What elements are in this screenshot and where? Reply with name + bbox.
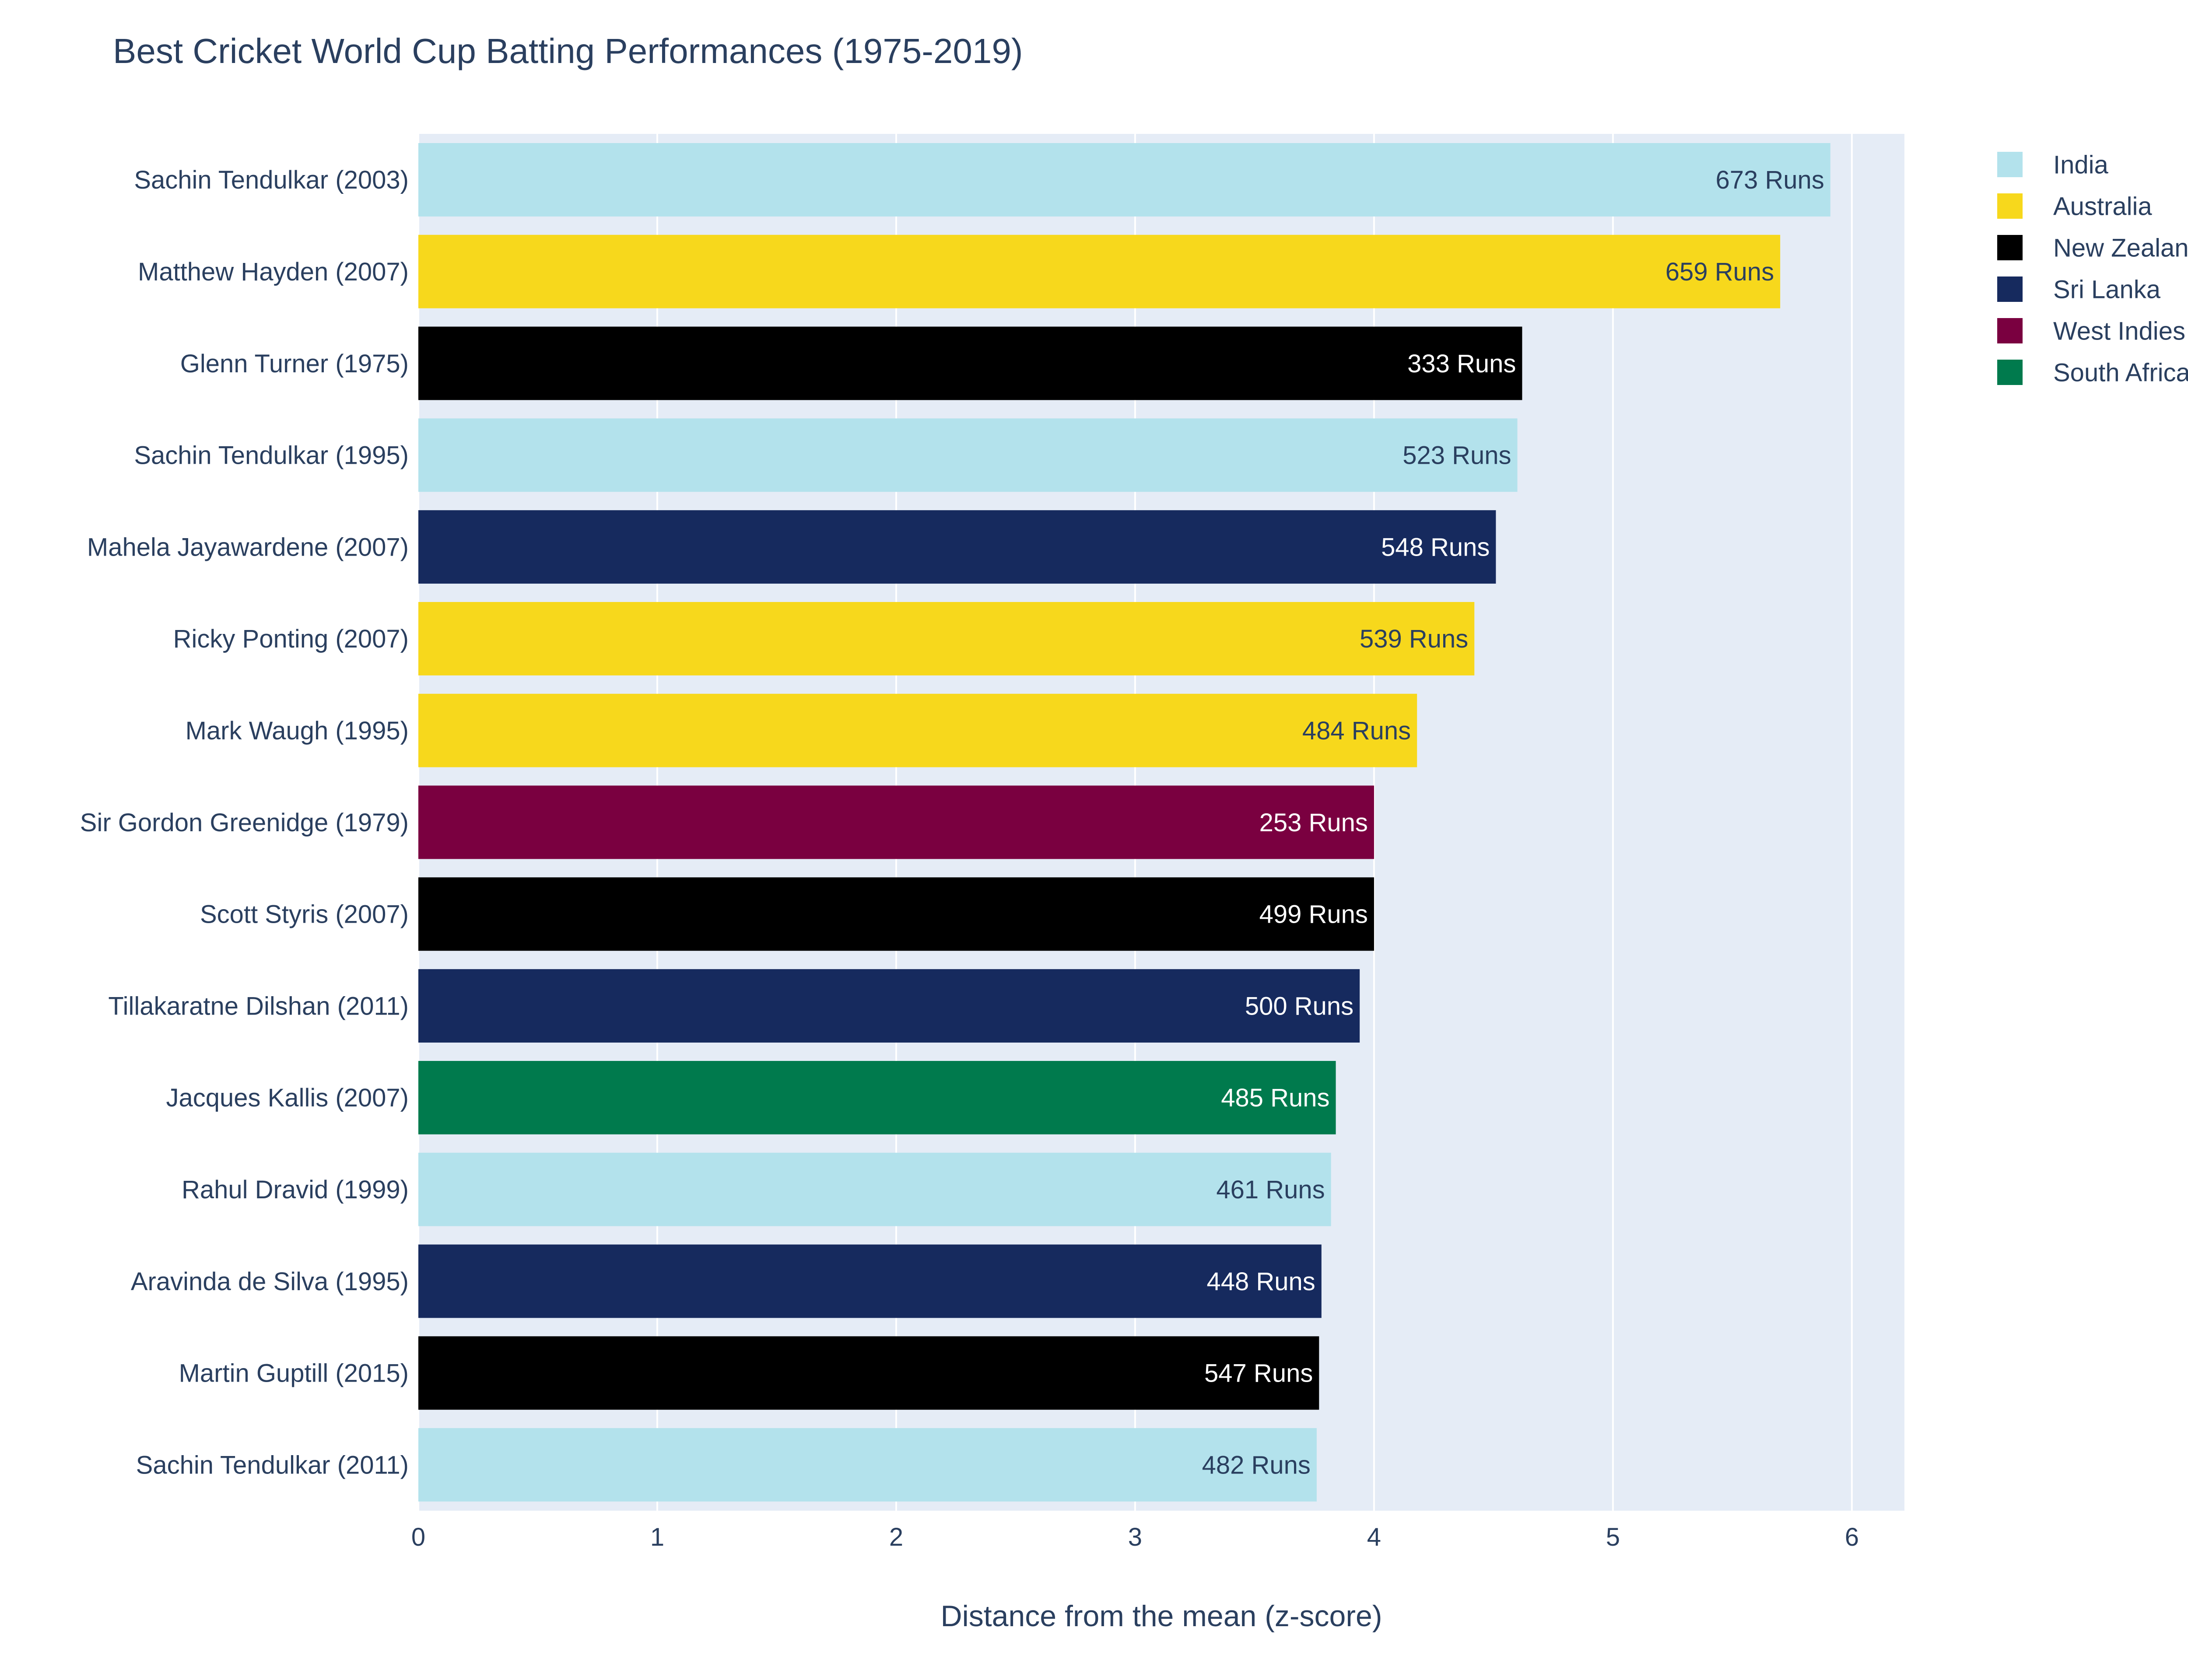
bar <box>418 1244 1322 1318</box>
legend-label: South Africa <box>2053 358 2188 387</box>
x-tick-label: 5 <box>1606 1523 1620 1551</box>
legend-swatch <box>1997 152 2023 177</box>
category-label: Scott Styris (2007) <box>200 900 409 929</box>
bar-data-label: 500 Runs <box>1245 992 1353 1020</box>
x-tick-labels: 0 1 2 3 4 5 6 <box>411 1523 1859 1551</box>
legend-swatch <box>1997 318 2023 343</box>
bar <box>418 326 1522 400</box>
legend-label: West Indies <box>2053 317 2185 345</box>
x-tick-label: 0 <box>411 1523 425 1551</box>
legend-swatch <box>1997 235 2023 260</box>
category-label: Matthew Hayden (2007) <box>138 258 409 286</box>
category-label: Aravinda de Silva (1995) <box>131 1267 409 1296</box>
bar <box>418 1336 1319 1410</box>
bar-data-label: 523 Runs <box>1403 441 1511 470</box>
category-label: Sachin Tendulkar (2011) <box>136 1451 409 1479</box>
bar <box>418 234 1781 308</box>
legend-label: Australia <box>2053 192 2152 220</box>
bar-data-label: 659 Runs <box>1666 258 1774 286</box>
legend-swatch <box>1997 193 2023 219</box>
bar <box>418 785 1374 859</box>
category-label: Mark Waugh (1995) <box>186 717 409 745</box>
bar-data-label: 482 Runs <box>1202 1451 1311 1479</box>
bar <box>418 1152 1331 1226</box>
bar-data-label: 461 Runs <box>1216 1176 1325 1204</box>
x-tick-label: 2 <box>889 1523 903 1551</box>
legend-swatch <box>1997 360 2023 385</box>
category-label: Mahela Jayawardene (2007) <box>87 533 409 561</box>
category-label: Sir Gordon Greenidge (1979) <box>80 808 409 837</box>
bar-data-label: 448 Runs <box>1207 1267 1315 1296</box>
bar-data-label: 499 Runs <box>1259 900 1368 929</box>
bars: 673 Runs 659 Runs 333 Runs 523 Runs 548 Runs… <box>418 143 1830 1502</box>
category-label: Rahul Dravid (1999) <box>182 1176 409 1204</box>
bar <box>418 969 1360 1043</box>
bar-data-label: 333 Runs <box>1407 350 1516 378</box>
category-label: Sachin Tendulkar (2003) <box>134 166 409 194</box>
bar-data-label: 253 Runs <box>1259 808 1368 837</box>
legend-label: New Zealand <box>2053 234 2188 262</box>
category-label: Tillakaratne Dilshan (2011) <box>108 992 409 1020</box>
category-labels: Sachin Tendulkar (2003) Matthew Hayden (2… <box>80 166 409 1479</box>
category-label: Sachin Tendulkar (1995) <box>134 441 409 470</box>
bar <box>418 693 1417 767</box>
bar <box>418 418 1518 492</box>
x-tick-label: 1 <box>650 1523 664 1551</box>
category-label: Glenn Turner (1975) <box>180 350 409 378</box>
legend-label: India <box>2053 150 2109 179</box>
legend: India Australia New Zealand Sri Lanka West I… <box>1997 150 2188 387</box>
chart-title: Best Cricket World Cup Batting Performan… <box>113 32 1023 70</box>
legend-label: Sri Lanka <box>2053 275 2161 304</box>
bar <box>418 602 1475 676</box>
bar <box>418 1428 1317 1502</box>
bar <box>418 510 1496 584</box>
bar-data-label: 673 Runs <box>1715 166 1824 194</box>
x-tick-label: 6 <box>1845 1523 1859 1551</box>
bar-data-label: 547 Runs <box>1204 1359 1313 1388</box>
category-label: Martin Guptill (2015) <box>179 1359 409 1388</box>
category-label: Ricky Ponting (2007) <box>173 625 409 653</box>
bar <box>418 1060 1336 1134</box>
bar-data-label: 484 Runs <box>1302 717 1411 745</box>
bar <box>418 143 1830 217</box>
bar-data-label: 548 Runs <box>1381 533 1490 561</box>
bar-data-label: 485 Runs <box>1221 1084 1329 1112</box>
bar <box>418 877 1374 951</box>
category-label: Jacques Kallis (2007) <box>166 1084 409 1112</box>
x-axis-title: Distance from the mean (z-score) <box>941 1600 1382 1633</box>
x-tick-label: 3 <box>1128 1523 1142 1551</box>
bar-data-label: 539 Runs <box>1360 625 1468 653</box>
legend-swatch <box>1997 276 2023 302</box>
x-tick-label: 4 <box>1367 1523 1381 1551</box>
